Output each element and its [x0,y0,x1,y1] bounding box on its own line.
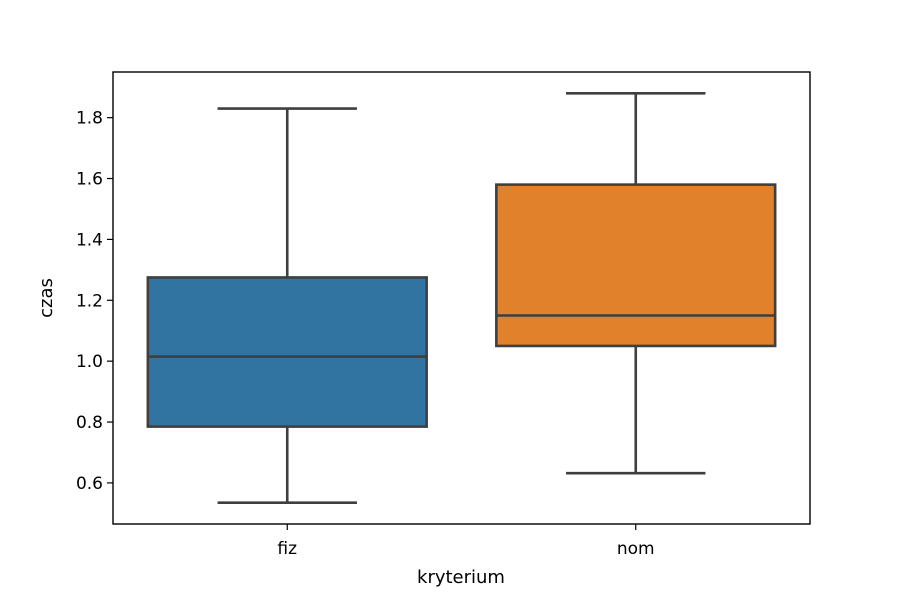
y-tick-label: 0.6 [76,474,103,494]
y-tick-label: 1.6 [76,170,103,190]
y-tick-label: 1.0 [76,352,103,372]
x-tick-label-fiz: fiz [277,539,297,559]
box-fiz [146,107,428,504]
x-axis-label: kryterium [417,567,505,588]
boxes-layer [146,92,777,504]
box-nom [495,92,777,475]
y-tick-label: 1.2 [76,291,103,311]
x-axis: fiz nom [277,524,655,559]
x-tick-label-nom: nom [617,539,655,559]
box-iqr [146,276,428,428]
y-tick-label: 1.8 [76,109,103,129]
y-axis: 0.6 0.8 1.0 1.2 1.4 1.6 1.8 [76,109,113,494]
plot-frame [112,71,811,525]
y-axis-label: czas [36,278,57,318]
y-tick-label: 0.8 [76,413,103,433]
y-tick-label: 1.4 [76,230,103,250]
box-iqr [495,183,777,348]
